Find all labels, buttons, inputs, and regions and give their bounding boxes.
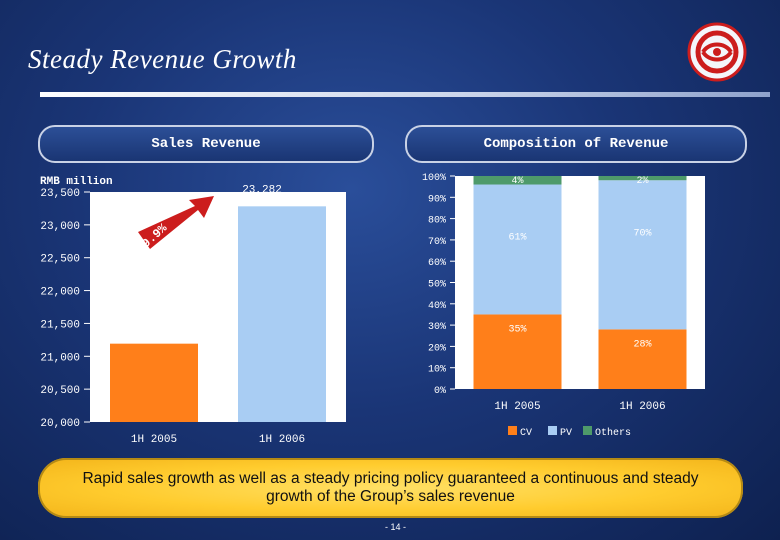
company-logo-icon [687,22,747,82]
sales-y-tick-label: 22,000 [40,287,80,299]
comp-bar-segment-pv [473,184,562,315]
legend-label-pv: PV [560,428,572,439]
comp-segment-label: 61% [508,233,526,244]
comp-y-tick-label: 90% [428,194,446,205]
comp-segment-label: 70% [633,228,651,239]
sales-value-label: 23,282 [242,184,282,196]
legend-swatch-cv [508,426,517,435]
comp-y-tick-label: 0% [434,386,446,397]
page-number: - 14 - [385,522,407,532]
comp-bar-segment-cv [473,314,562,389]
composition-header: Composition of Revenue [405,125,747,163]
comp-x-tick-label: 1H 2006 [619,401,665,413]
sales-bar [238,206,326,422]
legend-label-others: Others [595,427,631,439]
sales-y-tick-label: 20,000 [40,418,80,430]
comp-y-tick-label: 40% [428,301,446,312]
sales-value-label: 21,192 [134,280,174,292]
comp-y-tick-label: 70% [428,237,446,248]
comp-bar-segment-others [598,176,687,181]
slide-title: Steady Revenue Growth [28,44,297,74]
footer-message: Rapid sales growth as well as a steady p… [38,458,743,518]
legend-swatch-pv [548,426,557,435]
comp-y-tick-label: 60% [428,258,446,269]
sales-x-tick-label: 1H 2006 [259,434,305,446]
comp-y-tick-label: 20% [428,343,446,354]
comp-y-tick-label: 80% [428,216,446,227]
comp-segment-label: 4% [511,176,523,187]
comp-y-tick-label: 100% [422,173,446,184]
comp-segment-label: 35% [508,324,526,335]
sales-y-tick-label: 23,000 [40,221,80,233]
comp-x-tick-label: 1H 2005 [494,401,540,413]
comp-bar-segment-cv [598,329,687,389]
comp-segment-label: 28% [633,339,651,350]
comp-y-tick-label: 30% [428,322,446,333]
sales-y-tick-label: 21,500 [40,319,80,331]
sales-bar [110,343,198,422]
sales-y-tick-label: 22,500 [40,254,80,266]
comp-y-tick-label: 50% [428,280,446,291]
comp-bar-segment-pv [598,180,687,330]
sales-y-tick-label: 20,500 [40,385,80,397]
legend-label-cv: CV [520,428,532,439]
growth-arrow-icon [138,196,214,249]
comp-y-tick-label: 10% [428,365,446,376]
sales-revenue-header: Sales Revenue [38,125,374,163]
sales-y-tick-label: 23,500 [40,188,80,200]
title-underline [40,92,770,97]
legend-swatch-others [583,426,592,435]
sales-y-tick-label: 21,000 [40,352,80,364]
sales-y-axis-label: RMB million [40,176,113,188]
comp-segment-label: 2% [636,176,648,187]
footer-text: Rapid sales growth as well as a steady p… [82,470,699,505]
sales-x-tick-label: 1H 2005 [131,434,177,446]
comp-bar-segment-others [473,176,562,185]
